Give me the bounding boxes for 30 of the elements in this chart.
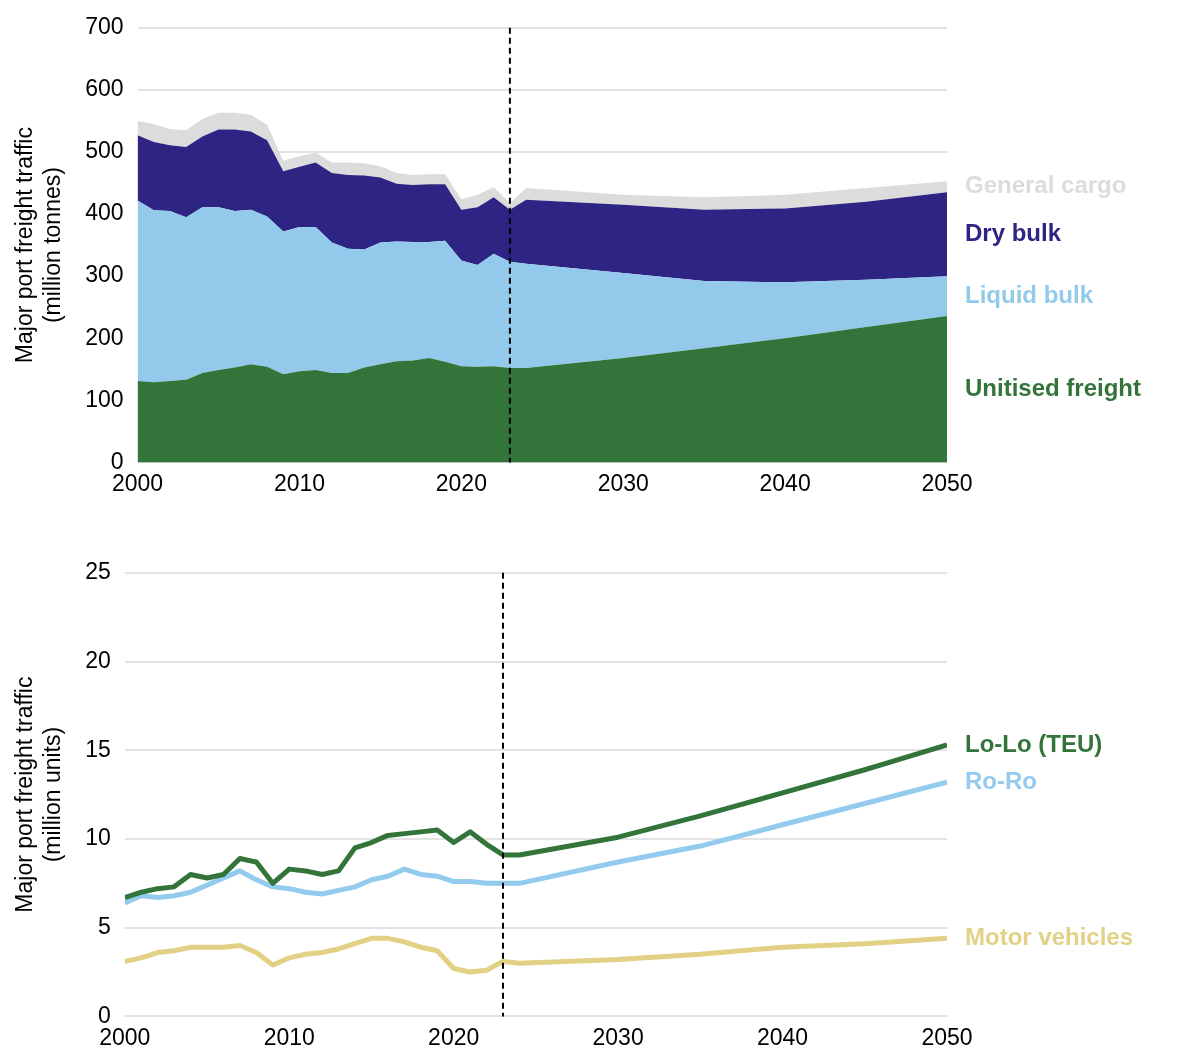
y-tick-label: 5: [97, 913, 111, 940]
y-tick-label: 300: [85, 261, 124, 288]
x-tick-label: 2010: [263, 1023, 315, 1050]
y-tick-label: 500: [85, 137, 124, 164]
x-tick-label: 2040: [759, 469, 811, 496]
series-label: Unitised freight: [965, 373, 1142, 401]
y-axis-title: Major port freight traffic (million tonnes): [11, 127, 65, 364]
x-tick-label: 2050: [921, 1023, 973, 1050]
y-axis-title: Major port freight traffic (million units): [11, 676, 65, 913]
x-tick-label: 2030: [597, 469, 649, 496]
y-tick-label: 15: [85, 735, 111, 762]
x-tick-label: 2040: [756, 1023, 809, 1050]
y-tick-label: 20: [85, 646, 111, 673]
y-tick-label: 700: [85, 13, 124, 40]
series-label: Motor vehicles: [965, 922, 1134, 950]
y-tick-label: 200: [85, 323, 124, 350]
series-label: Lo-Lo (TEU): [965, 729, 1103, 757]
y-tick-label: 100: [85, 385, 124, 412]
x-tick-label: 2010: [273, 469, 326, 496]
y-tick-label: 400: [85, 199, 124, 226]
x-tick-label: 2030: [592, 1023, 644, 1050]
x-tick-label: 2050: [921, 469, 973, 496]
y-tick-label: 25: [85, 558, 111, 585]
series-label: Dry bulk: [965, 218, 1062, 246]
x-tick-label: 2020: [428, 1023, 480, 1050]
x-tick-label: 2020: [435, 469, 487, 496]
series-label: Liquid bulk: [965, 280, 1094, 308]
y-tick-label: 10: [85, 824, 111, 851]
y-tick-label: 600: [85, 75, 124, 102]
series-label: Ro-Ro: [965, 766, 1037, 794]
